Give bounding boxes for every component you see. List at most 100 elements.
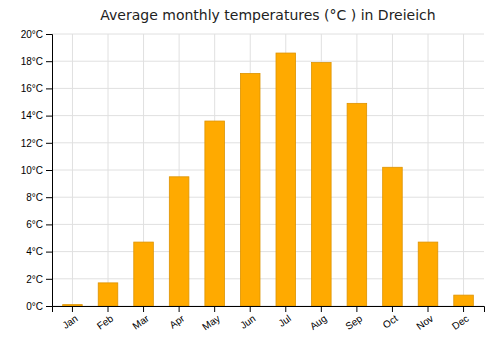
x-tick-label: Dec — [450, 313, 471, 332]
bar — [454, 295, 474, 306]
bar — [205, 121, 225, 306]
x-tick-label: Mar — [130, 312, 151, 331]
x-tick-label: Aug — [308, 313, 329, 332]
bar — [383, 167, 403, 306]
y-tick-mark — [46, 143, 52, 144]
y-tick-label: 16°C — [21, 83, 43, 94]
bar — [418, 242, 438, 306]
bar — [134, 242, 154, 306]
y-tick: 4°C — [26, 246, 52, 257]
y-tick: 8°C — [26, 192, 52, 203]
y-tick-label: 18°C — [21, 56, 43, 67]
grid-line-y — [52, 61, 484, 62]
x-tick: Mar — [130, 306, 151, 332]
x-tick-label: Jan — [60, 313, 80, 331]
grid-line-y — [52, 88, 484, 89]
x-tick: Jan — [60, 306, 80, 331]
x-tick: May — [200, 306, 222, 332]
x-tick-mark — [250, 306, 251, 312]
bar — [347, 103, 367, 306]
x-tick-mark — [72, 306, 73, 312]
x-tick-mark — [214, 306, 215, 312]
y-tick-label: 2°C — [26, 274, 43, 285]
y-tick-label: 10°C — [21, 165, 43, 176]
y-tick-mark — [46, 116, 52, 117]
bars — [63, 53, 474, 306]
y-tick-mark — [46, 170, 52, 171]
x-tick-mark — [179, 306, 180, 312]
x-tick-label: Apr — [167, 312, 187, 330]
grid-line-y — [52, 115, 484, 116]
y-tick: 0°C — [26, 301, 52, 312]
x-tick-mark — [428, 306, 429, 312]
y-tick-mark — [46, 61, 52, 62]
grid-line-y — [52, 170, 484, 171]
x-tick-mark — [285, 306, 286, 312]
x-tick-mark — [143, 306, 144, 312]
grid-line-y — [52, 142, 484, 143]
y-tick: 18°C — [21, 56, 52, 67]
x-tick-mark — [321, 306, 322, 312]
y-tick-label: 0°C — [26, 301, 43, 312]
bar — [276, 53, 296, 306]
y-tick: 6°C — [26, 219, 52, 230]
x-tick-mark — [356, 306, 357, 312]
y-tick-mark — [46, 252, 52, 253]
y-tick-label: 6°C — [26, 219, 43, 230]
y-tick-mark — [46, 224, 52, 225]
y-tick-label: 14°C — [21, 110, 43, 121]
grid-line-y — [52, 224, 484, 225]
y-tick: 12°C — [21, 138, 52, 149]
x-tick: Nov — [414, 306, 435, 332]
x-axis: Jan Feb Mar Apr May Jun Jul Aug Sep Oct Nov Dec — [53, 306, 485, 332]
x-tick-label: Oct — [381, 313, 400, 331]
x-tick-label: May — [200, 313, 222, 333]
x-tick: Aug — [308, 306, 329, 332]
grid-line-y — [52, 34, 484, 35]
y-tick-mark — [46, 197, 52, 198]
plot: 0°C 2°C 4°C 6°C 8°C 10°C 12°C 14°C 16°C 18°C 20°C J… — [21, 29, 485, 333]
bar — [312, 63, 332, 306]
y-axis-line — [46, 35, 53, 307]
grid-line-x — [108, 34, 109, 306]
grid — [52, 34, 484, 306]
y-tick-label: 8°C — [26, 192, 43, 203]
bar — [98, 283, 118, 306]
x-tick-label: Nov — [414, 313, 435, 332]
y-tick: 10°C — [21, 165, 52, 176]
chart: 0°C 2°C 4°C 6°C 8°C 10°C 12°C 14°C 16°C 18°C 20°C J… — [0, 0, 500, 350]
y-tick-mark — [46, 34, 52, 35]
x-tick-label: Sep — [343, 312, 364, 331]
x-tick-mark — [392, 306, 393, 312]
x-axis-line — [53, 307, 485, 313]
x-tick: Apr — [167, 306, 187, 331]
y-tick: 20°C — [21, 29, 52, 40]
x-tick: Sep — [343, 306, 364, 332]
y-tick: 16°C — [21, 83, 52, 94]
grid-line-x — [72, 34, 73, 306]
x-tick-label: Jun — [238, 313, 258, 331]
title: Average monthly temperatures (°C ) in Dr… — [100, 7, 435, 23]
bar — [169, 177, 189, 306]
x-tick: Dec — [450, 306, 471, 332]
grid-line-x — [463, 34, 464, 306]
x-tick-mark — [463, 306, 464, 312]
x-tick-label: Jul — [276, 313, 293, 329]
y-tick: 2°C — [26, 274, 52, 285]
y-tick: 14°C — [21, 110, 52, 121]
bar — [63, 305, 83, 306]
y-tick-mark — [46, 279, 52, 280]
y-axis: 0°C 2°C 4°C 6°C 8°C 10°C 12°C 14°C 16°C 18°C 20°C — [21, 29, 53, 312]
y-tick-label: 12°C — [21, 138, 43, 149]
bar — [240, 73, 260, 306]
y-tick-mark — [46, 88, 52, 89]
y-tick-label: 4°C — [26, 246, 43, 257]
grid-line-y — [52, 197, 484, 198]
x-tick: Jun — [238, 306, 258, 331]
y-tick-mark — [46, 306, 52, 307]
x-tick-label: Feb — [95, 312, 116, 331]
x-tick: Oct — [381, 306, 400, 331]
x-tick-mark — [108, 306, 109, 312]
x-tick: Jul — [276, 306, 293, 329]
y-tick-label: 20°C — [21, 29, 43, 40]
